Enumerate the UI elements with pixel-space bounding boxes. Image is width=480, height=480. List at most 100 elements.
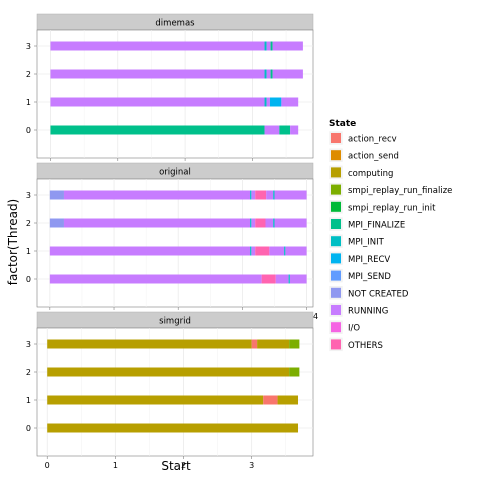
legend-label: NOT CREATED [348, 289, 409, 299]
segment-running [63, 190, 251, 200]
legend-item: smpi_replay_run_finalize [328, 182, 452, 197]
legend-item: computing [328, 165, 393, 180]
segment-mpi-init [250, 246, 252, 256]
segment-not-created [49, 218, 64, 228]
segment-running [50, 69, 265, 79]
legend-item: MPI_FINALIZE [328, 216, 405, 232]
y-tick-label: 3 [26, 340, 31, 349]
segment-running [281, 97, 299, 107]
segment-running [63, 218, 251, 228]
segment-smpi-replay-run-finalize [289, 367, 300, 377]
segment-others [255, 246, 270, 256]
x-tick-label: 2 [181, 461, 186, 470]
segment-mpi-finalize [270, 41, 273, 51]
x-tick-label: 1 [113, 461, 118, 470]
panel-simgrid: simgrid 0 1 2 3 0 1 2 3 [26, 311, 314, 470]
segment-others [255, 218, 266, 228]
segment-running [266, 69, 271, 79]
y-tick-label: 1 [26, 98, 31, 107]
segment-running [272, 69, 303, 79]
legend-label: smpi_replay_run_init [348, 203, 436, 213]
segment-running [50, 41, 265, 51]
y-tick-label: 2 [26, 219, 31, 228]
y-tick-label: 3 [26, 191, 31, 200]
legend-label: I/O [348, 324, 360, 334]
segment-running [251, 246, 256, 256]
legend-swatch [331, 219, 341, 229]
segment-running [266, 190, 274, 200]
segment-running [251, 218, 256, 228]
segment-running [272, 41, 303, 51]
segment-mpi-init [264, 97, 267, 107]
segment-running [266, 97, 270, 107]
segment-running [274, 190, 307, 200]
legend-item: RUNNING [328, 302, 388, 318]
legend-swatch [331, 167, 341, 178]
segment-action-recv [263, 395, 278, 405]
panel-plot-area [36, 178, 314, 308]
legend-swatch [331, 253, 341, 264]
legend-label: MPI_RECV [348, 255, 390, 265]
segment-mpi-init [250, 218, 252, 228]
legend-item: OTHERS [328, 337, 383, 352]
legend-swatch [331, 236, 341, 247]
legend-swatch [331, 339, 341, 350]
segment-mpi-init [288, 274, 290, 284]
segment-mpi-finalize [50, 125, 265, 135]
panel-plot-area [36, 29, 314, 159]
panel-title: simgrid [159, 317, 191, 327]
legend-title: State [329, 119, 356, 129]
segment-running [269, 246, 285, 256]
legend-label: MPI_SEND [348, 272, 391, 282]
segment-mpi-init [264, 69, 267, 79]
legend-label: computing [348, 169, 393, 179]
segment-running [275, 274, 289, 284]
segment-mpi-init [273, 190, 275, 200]
legend-label: OTHERS [348, 341, 383, 351]
y-tick-label: 2 [26, 70, 31, 79]
x-tick-label: 0 [45, 461, 50, 470]
segment-running [290, 125, 299, 135]
legend-item: I/O [328, 319, 360, 335]
segment-running [49, 274, 262, 284]
legend-label: MPI_FINALIZE [348, 221, 405, 231]
segment-mpi-recv [269, 97, 282, 107]
x-tick-label: 3 [249, 461, 254, 470]
segment-mpi-init [273, 218, 275, 228]
legend-swatch [331, 322, 341, 333]
legend-label: RUNNING [348, 307, 388, 317]
y-tick-label: 1 [26, 396, 31, 405]
segment-mpi-init [264, 41, 267, 51]
legend-swatch [331, 133, 341, 143]
y-tick-label: 3 [26, 42, 31, 51]
segment-mpi-finalize [279, 125, 291, 135]
y-tick-label: 0 [26, 275, 31, 284]
y-axis-title: factor(Thread) [6, 199, 20, 285]
legend-item: action_send [328, 147, 399, 163]
legend-swatch [331, 201, 341, 212]
y-tick-label: 0 [26, 424, 31, 433]
segment-mpi-finalize [270, 69, 273, 79]
segment-running [274, 218, 307, 228]
segment-running [266, 41, 271, 51]
facet-panels: dimemas0.0000.0010.0020.0030123original0… [26, 13, 318, 470]
segment-mpi-init [284, 246, 286, 256]
y-tick-label: 2 [26, 368, 31, 377]
legend-label: MPI_INIT [348, 238, 385, 248]
segment-computing [47, 395, 264, 405]
legend-label: action_send [348, 152, 399, 162]
legend-swatch [331, 270, 341, 281]
segment-running [50, 97, 265, 107]
legend-label: action_recv [348, 135, 397, 145]
segment-computing [47, 367, 290, 377]
legend-item: NOT CREATED [328, 285, 409, 301]
segment-computing [277, 395, 299, 405]
y-tick-label: 1 [26, 247, 31, 256]
segment-others [261, 274, 276, 284]
segment-others [255, 190, 267, 200]
segment-computing [47, 339, 252, 349]
legend-swatch [331, 184, 341, 195]
segment-running [49, 246, 251, 256]
